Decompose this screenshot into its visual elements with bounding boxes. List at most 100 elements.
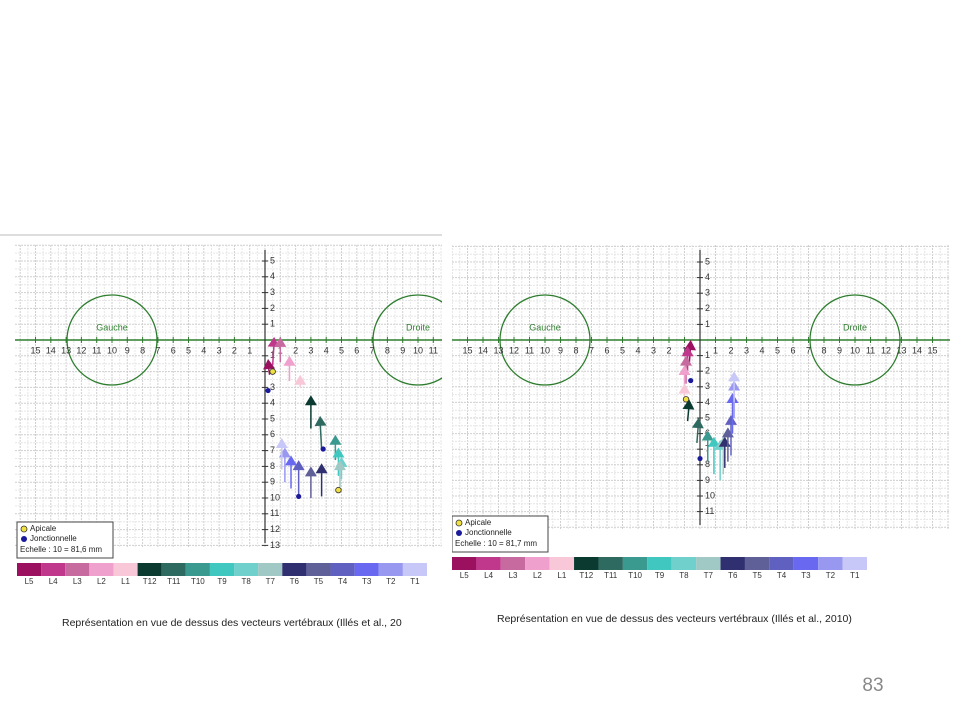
color-swatch <box>818 557 843 570</box>
color-label: T10 <box>191 577 205 586</box>
x-tick-label: 1 <box>682 345 687 355</box>
x-tick-label: 9 <box>125 345 130 355</box>
color-swatch <box>525 557 550 570</box>
color-swatch <box>402 563 427 576</box>
y-tick-label: 4 <box>705 397 710 407</box>
color-label: T1 <box>410 577 420 586</box>
caption: Représentation en vue de dessus des vect… <box>497 613 852 625</box>
panel-left: GaucheDroite1514131211109876543211234567… <box>15 244 442 629</box>
vector-head <box>681 346 694 357</box>
y-tick-label: 8 <box>705 459 710 469</box>
color-swatch <box>234 563 259 576</box>
junction-dot <box>688 377 694 384</box>
y-tick-label: 1 <box>270 319 275 329</box>
circle <box>372 294 442 386</box>
color-swatch <box>574 557 599 570</box>
y-tick-label: 3 <box>270 287 275 297</box>
x-tick-label: 12 <box>76 345 86 355</box>
x-tick-label: 15 <box>462 345 472 355</box>
x-tick-label: 3 <box>217 345 222 355</box>
apical-dot <box>682 396 690 403</box>
x-tick-label: 5 <box>620 345 625 355</box>
vector-head <box>680 355 693 366</box>
x-tick-label: 10 <box>413 345 423 355</box>
x-tick-label: 14 <box>912 345 922 355</box>
color-label: L4 <box>49 577 58 586</box>
y-tick-label: 8 <box>270 461 275 471</box>
legend-label: Jonctionnelle <box>30 534 77 543</box>
y-tick-label: 1 <box>705 319 710 329</box>
junction-dot <box>265 387 271 394</box>
color-swatch <box>65 563 90 576</box>
color-swatch <box>378 563 403 576</box>
x-tick-label: 6 <box>354 345 359 355</box>
vector-head <box>682 399 695 410</box>
color-swatch <box>671 557 697 570</box>
color-swatch <box>500 557 526 570</box>
vector-head <box>285 455 298 466</box>
x-tick-label: 9 <box>400 345 405 355</box>
x-tick-label: 13 <box>61 345 71 355</box>
x-tick-label: 5 <box>186 345 191 355</box>
x-tick-label: 5 <box>775 345 780 355</box>
color-swatch <box>89 563 114 576</box>
y-tick-label: 3 <box>705 288 710 298</box>
vector-head <box>333 460 346 471</box>
x-tick-label: 5 <box>339 345 344 355</box>
color-label: L2 <box>97 577 106 586</box>
color-label: T11 <box>604 571 618 580</box>
vector-head <box>263 358 275 370</box>
circle <box>499 294 591 386</box>
color-label: T5 <box>752 571 762 580</box>
x-tick-label: 9 <box>837 345 842 355</box>
color-swatch <box>598 557 623 570</box>
legend-junction <box>21 536 27 542</box>
y-tick-label: 5 <box>705 256 710 266</box>
y-tick-label: 4 <box>705 272 710 282</box>
vector-head <box>678 383 691 394</box>
legend-apical <box>455 519 463 527</box>
legend-junction <box>456 530 462 536</box>
color-label: T2 <box>386 577 396 586</box>
legend-box <box>16 521 114 559</box>
vector-head <box>315 463 328 474</box>
y-tick-label: 10 <box>705 490 715 500</box>
legend-apical <box>20 525 28 533</box>
x-tick-label: 13 <box>896 345 906 355</box>
legend-label: Apicale <box>30 524 57 533</box>
color-swatch <box>161 563 186 576</box>
color-label: T7 <box>704 571 714 580</box>
x-tick-label: 8 <box>821 345 826 355</box>
color-swatch <box>17 563 42 576</box>
y-tick-label: 6 <box>270 429 275 439</box>
vector-head <box>726 393 739 404</box>
x-tick-label: 14 <box>478 345 488 355</box>
color-label: T5 <box>314 577 324 586</box>
x-tick-label: 8 <box>385 345 390 355</box>
y-tick-label: 9 <box>705 475 710 485</box>
color-swatch <box>720 557 745 570</box>
x-tick-label: 4 <box>201 345 206 355</box>
x-tick-label: 3 <box>308 345 313 355</box>
color-swatch <box>282 563 307 576</box>
color-swatch <box>696 557 721 570</box>
y-tick-label: 1 <box>705 350 710 360</box>
vector-head <box>725 414 737 425</box>
x-tick-label: 2 <box>293 345 298 355</box>
x-tick-label: 7 <box>155 345 160 355</box>
color-label: T8 <box>241 577 251 586</box>
color-label: T9 <box>655 571 665 580</box>
color-label: L1 <box>557 571 566 580</box>
y-tick-label: 7 <box>270 445 275 455</box>
x-tick-label: 8 <box>573 345 578 355</box>
circle-label: Droite <box>843 322 867 332</box>
vector-head <box>701 430 714 441</box>
vector-head <box>294 374 307 385</box>
vector-head <box>329 434 342 445</box>
x-tick-label: 6 <box>604 345 609 355</box>
color-label: T11 <box>167 577 181 586</box>
circle-label: Gauche <box>96 322 128 332</box>
x-tick-label: 7 <box>806 345 811 355</box>
